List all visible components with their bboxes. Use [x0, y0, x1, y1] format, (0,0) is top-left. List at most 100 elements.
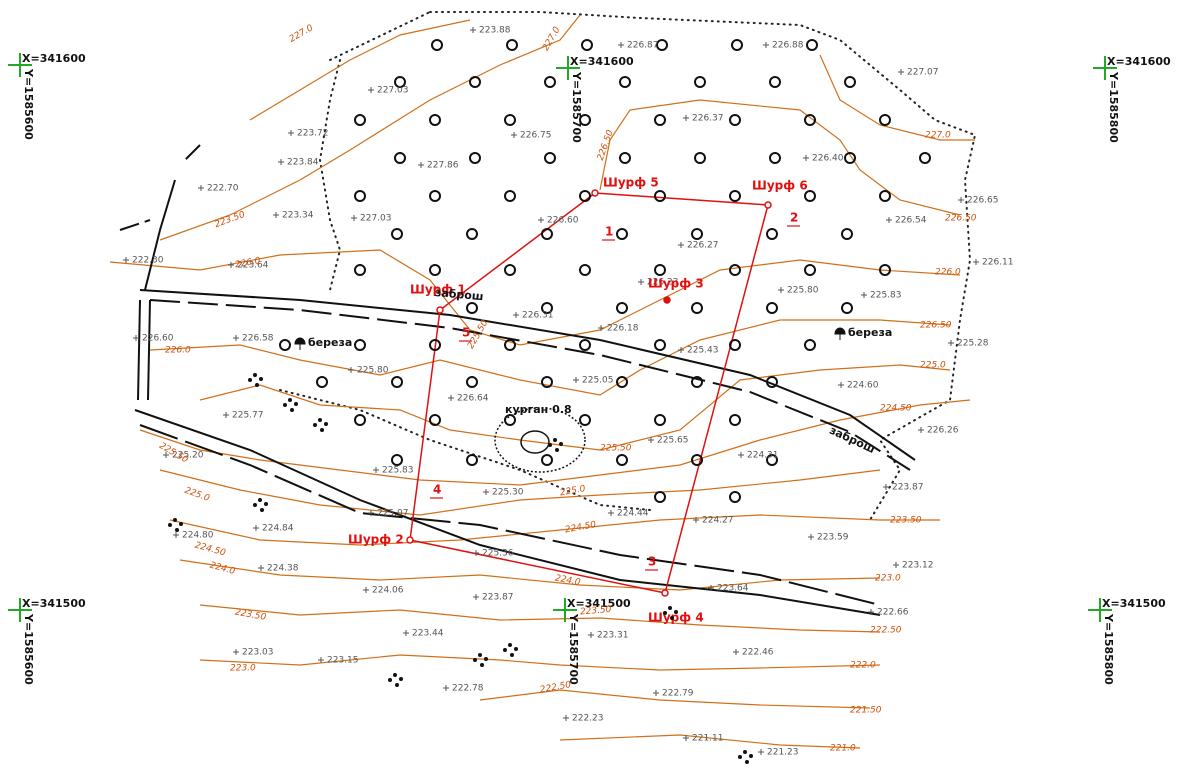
bush [399, 677, 403, 681]
bush [290, 408, 294, 412]
bush [313, 423, 317, 427]
bush [175, 528, 179, 532]
spot-height: 225.30 [492, 488, 524, 498]
spot-height: 227.03 [377, 86, 409, 96]
spot-height: 224.38 [267, 564, 299, 574]
spot-height: 224.44 [617, 509, 649, 519]
bush [253, 373, 257, 377]
spot-height: 227.86 [427, 161, 459, 171]
bush [179, 522, 183, 526]
bush [555, 448, 559, 452]
contour-label: 223.50 [890, 516, 922, 526]
bush [738, 755, 742, 759]
grid-y-label: Y=1585700 [570, 71, 583, 143]
contour-label: 226.0 [935, 268, 961, 278]
spot-height: 224.60 [847, 381, 879, 391]
spot-height: 226.87 [627, 41, 659, 51]
spot-height: 222.70 [207, 184, 239, 194]
bush [749, 754, 753, 758]
bush [745, 760, 749, 764]
spot-height: 226.75 [520, 131, 552, 141]
spot-height: 226.58 [242, 334, 274, 344]
bush [514, 647, 518, 651]
bush [478, 653, 482, 657]
spot-height: 225.80 [787, 286, 819, 296]
topographic-map: X=341600Y=1585600X=341600Y=1585700X=3416… [0, 0, 1180, 769]
pit-marker [662, 590, 668, 596]
spot-height: 226.27 [687, 241, 719, 251]
spot-height: 225.28 [957, 339, 989, 349]
bush [503, 648, 507, 652]
bush [393, 673, 397, 677]
bush [484, 657, 488, 661]
spot-height: 225.77 [232, 411, 264, 421]
bush [670, 616, 674, 620]
bush [255, 383, 259, 387]
spot-height: 221.11 [692, 734, 724, 744]
bush [318, 418, 322, 422]
bush [264, 502, 268, 506]
spot-height: 221.23 [767, 748, 799, 758]
bush [258, 498, 262, 502]
spot-height: 223.12 [902, 561, 934, 571]
bush [283, 403, 287, 407]
contour-label: 222.50 [870, 626, 902, 636]
grid-x-label: X=341600 [22, 52, 86, 65]
spot-height: 223.87 [892, 483, 924, 493]
spot-height: 223.72 [297, 129, 329, 139]
bush [548, 443, 552, 447]
contour-label: 223.0 [230, 664, 256, 674]
spot-height: 223.64 [717, 584, 749, 594]
spot-height: 225.83 [870, 291, 902, 301]
bush [663, 611, 667, 615]
bush [173, 518, 177, 522]
spot-height: 226.11 [982, 258, 1014, 268]
grid-y-label: Y=1585600 [22, 613, 35, 685]
spot-height: 225.80 [357, 366, 389, 376]
spot-height: 222.30 [132, 256, 164, 266]
bush [743, 750, 747, 754]
spot-height: 223.03 [242, 648, 274, 658]
spot-height: 225.43 [687, 346, 719, 356]
spot-height: 225.65 [657, 436, 689, 446]
pit-label: Шурф 2 [348, 533, 404, 547]
spot-height: 224.80 [182, 531, 214, 541]
pit-marker [437, 307, 443, 313]
bush [294, 402, 298, 406]
spot-height: 226.54 [895, 216, 927, 226]
spot-height: 223.88 [479, 26, 511, 36]
pit-marker [765, 202, 771, 208]
spot-height: 226.40 [812, 154, 844, 164]
pit-label: Шурф 3 [648, 277, 704, 291]
spot-height: 226.65 [967, 196, 999, 206]
bush [508, 643, 512, 647]
spot-height: 222.23 [572, 714, 604, 724]
bush [324, 422, 328, 426]
contour-label: 221.50 [850, 706, 882, 716]
bush [510, 653, 514, 657]
pit-marker [664, 297, 670, 303]
spot-height: 223.87 [482, 593, 514, 603]
contour-label: 225.50 [600, 444, 632, 454]
spot-height: 224.31 [747, 451, 779, 461]
bush [253, 503, 257, 507]
pit-marker [592, 190, 598, 196]
grid-x-label: X=341500 [1102, 597, 1166, 610]
spot-height: 227.03 [360, 214, 392, 224]
spot-height: 222.46 [742, 648, 774, 658]
contour-label: 222.0 [850, 661, 876, 671]
spot-height: 222.79 [662, 689, 694, 699]
tree-label: береза [308, 336, 352, 349]
grid-y-label: Y=1585700 [567, 613, 580, 685]
spot-height: 223.31 [597, 631, 629, 641]
spot-height: 224.06 [372, 586, 404, 596]
spot-height: 226.37 [692, 114, 724, 124]
pit-label: Шурф 6 [752, 179, 808, 193]
spot-height: 226.18 [607, 324, 639, 334]
contour-label: 227.0 [925, 131, 951, 141]
grid-y-label: Y=1585800 [1107, 71, 1120, 143]
bush [480, 663, 484, 667]
contour-label: 225.0 [920, 361, 946, 371]
contour-label: 221.0 [830, 744, 856, 754]
grid-x-label: X=341600 [570, 55, 634, 68]
